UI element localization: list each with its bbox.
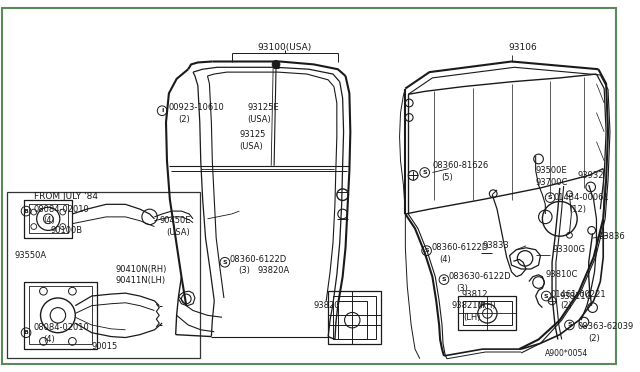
Text: 93836: 93836: [598, 232, 625, 241]
Text: (2): (2): [560, 301, 572, 310]
Text: 90450E: 90450E: [159, 216, 191, 225]
Text: 93820A: 93820A: [258, 266, 290, 275]
Text: (LH): (LH): [463, 313, 481, 322]
Text: S: S: [548, 195, 552, 200]
Text: I: I: [161, 108, 163, 113]
Bar: [7, 192, 200, 358]
Text: 93811G: 93811G: [560, 292, 593, 301]
Text: 93125E: 93125E: [247, 103, 278, 112]
Text: A900*0054: A900*0054: [545, 349, 589, 359]
Text: 93550A: 93550A: [15, 251, 47, 260]
Text: (4): (4): [439, 255, 451, 264]
Text: (USA): (USA): [247, 115, 271, 124]
Text: (5): (5): [441, 173, 453, 182]
Text: 083630-6122D: 083630-6122D: [449, 272, 511, 281]
Text: S: S: [422, 170, 427, 175]
Circle shape: [272, 61, 280, 68]
Text: (4): (4): [44, 216, 55, 225]
Text: 90015: 90015: [92, 342, 118, 351]
Text: (3): (3): [238, 266, 250, 275]
Text: 93821M: 93821M: [452, 301, 485, 310]
Text: 93125: 93125: [239, 130, 266, 140]
Text: (4): (4): [44, 335, 55, 344]
Text: 93700C: 93700C: [536, 178, 568, 187]
Text: 08360-6122D: 08360-6122D: [431, 243, 489, 252]
Text: (RH): (RH): [477, 301, 497, 310]
Text: (USA): (USA): [239, 142, 263, 151]
Text: 93932: 93932: [577, 171, 604, 180]
Text: (12): (12): [570, 205, 586, 214]
Text: 93500E: 93500E: [536, 166, 567, 175]
Text: 08360-81626: 08360-81626: [433, 161, 488, 170]
Bar: [463, 301, 511, 325]
Text: 93833: 93833: [483, 241, 509, 250]
Text: 01434-00061: 01434-00061: [553, 193, 609, 202]
Text: 93820: 93820: [314, 301, 340, 310]
Text: 08363-62039: 08363-62039: [577, 323, 634, 331]
Text: 90410N(RH): 90410N(RH): [116, 264, 167, 273]
Text: 08360-6122D: 08360-6122D: [230, 255, 287, 264]
Text: 93810C: 93810C: [545, 270, 578, 279]
Text: (2): (2): [589, 334, 600, 343]
Text: B: B: [24, 330, 29, 335]
Text: 93100(USA): 93100(USA): [257, 44, 312, 52]
Text: 93106: 93106: [509, 44, 538, 52]
Bar: [333, 296, 376, 340]
Text: 90411N(LH): 90411N(LH): [116, 276, 166, 285]
Text: (2): (2): [179, 115, 190, 124]
Text: S: S: [544, 294, 548, 298]
Text: 93812: 93812: [461, 289, 488, 299]
Text: FROM JULY '84: FROM JULY '84: [34, 192, 98, 201]
Text: S: S: [223, 260, 227, 265]
Text: B: B: [24, 209, 29, 214]
Text: S: S: [424, 248, 429, 253]
Text: S: S: [442, 277, 446, 282]
Text: 93300G: 93300G: [552, 245, 585, 254]
Text: (USA): (USA): [166, 228, 189, 237]
Bar: [328, 291, 381, 344]
Text: S: S: [567, 323, 572, 327]
Text: (3): (3): [456, 284, 468, 293]
Text: 90100B: 90100B: [50, 226, 83, 235]
Text: 08084-02010: 08084-02010: [34, 323, 90, 332]
Text: 01461-00221: 01461-00221: [550, 289, 605, 299]
Bar: [458, 296, 516, 330]
Text: 00923-10610: 00923-10610: [169, 103, 225, 112]
Text: 08084-02010: 08084-02010: [34, 205, 90, 214]
